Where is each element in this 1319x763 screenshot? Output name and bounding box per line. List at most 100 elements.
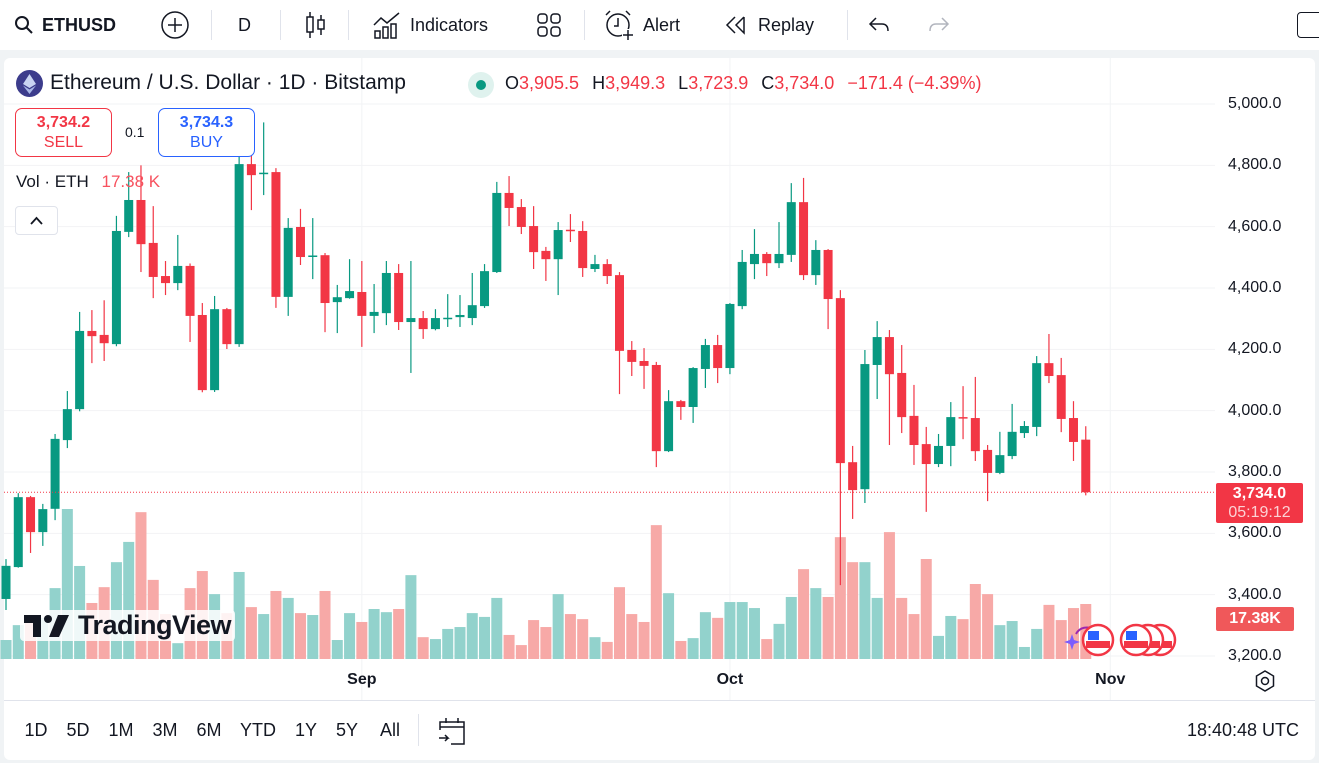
volume-bar [822,596,834,659]
volume-bar [393,609,405,659]
market-status-indicator[interactable] [468,72,494,98]
volume-bar [123,541,135,659]
candle-body [308,255,318,257]
undo-icon [868,17,889,32]
redo-button[interactable] [926,0,950,50]
range-button-1m[interactable]: 1M [108,720,134,740]
candle [995,431,1005,475]
candle-body [651,364,661,452]
time-tick-label: Nov [1095,671,1126,688]
low-value: 3,723.9 [688,73,749,93]
volume-bar [810,588,822,659]
tradingview-logo[interactable]: TradingView [20,610,236,641]
go-to-date-button[interactable] [437,716,467,751]
range-button-1y[interactable]: 1Y [294,720,318,740]
volume-bar [319,590,331,659]
candle [38,503,48,546]
alarm-clock-icon [605,10,634,41]
candle [271,168,281,308]
candles-icon [306,12,325,38]
chevron-up-icon [30,216,43,225]
range-button-5d[interactable]: 5D [66,720,90,740]
range-button-3m[interactable]: 3M [152,720,178,740]
volume-bar [503,634,515,659]
candle-body [823,249,833,300]
chart-settings-button[interactable] [1253,669,1277,698]
volume-bar [12,625,24,659]
range-button-5y[interactable]: 5Y [335,720,359,740]
volume-bar [614,587,625,659]
candle-body [75,330,85,410]
candle-body [627,349,637,362]
volume-bar [564,614,576,659]
ethereum-logo-icon [16,70,43,97]
high-value: 3,949.3 [605,73,666,93]
volume-bar [135,512,147,659]
symbol-search-button[interactable]: ETHUSD [14,0,116,50]
volume-bar [466,613,478,659]
candle-body [357,291,367,316]
candle-body [234,164,244,345]
candle [909,384,919,465]
clock-timezone[interactable]: 18:40:48 UTC [1186,720,1299,740]
grid-layout-icon [537,13,561,37]
candle-body [369,311,379,316]
sell-button[interactable]: 3,734.2 SELL [15,108,112,157]
candle-body [197,314,207,391]
buy-button[interactable]: 3,734.3 BUY [158,108,255,157]
us-flag-event-icon[interactable] [1081,623,1115,657]
volume-bar [479,616,491,659]
candle-body [615,275,624,351]
plus-circle-icon [161,11,189,39]
interval-button[interactable]: D [238,0,251,50]
candle-body [320,255,330,304]
candle [565,214,575,243]
volume-bar [650,525,662,659]
range-button-ytd[interactable]: YTD [240,720,276,740]
undo-button[interactable] [868,0,892,50]
ohlc-values: O3,905.5 H3,949.3 L3,723.9 C3,734.0 −171… [505,73,989,94]
candle-body [50,438,60,509]
fullscreen-button[interactable] [1297,12,1319,38]
candle-body [295,226,305,258]
volume-bar [245,607,257,659]
symbol-title[interactable]: Ethereum / U.S. Dollar · 1D · Bitstamp [50,71,406,94]
candle-body [467,305,477,319]
collapse-legend-button[interactable] [15,206,58,235]
sell-label: SELL [43,134,84,151]
volume-bar [1067,608,1079,659]
candle [50,433,60,521]
compare-symbol-button[interactable] [160,0,190,50]
candle [725,303,735,375]
chart-type-button[interactable] [304,0,328,50]
candle [884,330,894,446]
range-button-1d[interactable]: 1D [24,720,48,740]
candle [811,240,821,285]
candle [1056,357,1066,433]
candle-body [848,462,858,491]
economic-events[interactable] [1064,622,1184,658]
alert-button[interactable]: Alert [603,0,680,50]
candle-body [26,497,36,533]
layouts-button[interactable] [536,0,562,50]
volume-bar [699,612,711,659]
range-button-6m[interactable]: 6M [196,720,222,740]
candle-body [185,265,195,316]
volume-bar [356,621,368,659]
candle [467,272,477,326]
candle [1068,401,1078,461]
volume-bar [896,597,908,659]
indicators-button[interactable]: Indicators [372,0,488,50]
candle [406,261,416,373]
volume-bar [1006,621,1018,659]
range-button-all[interactable]: All [379,720,401,740]
candle [197,303,207,393]
volume-bar [883,532,895,659]
candle-body [516,207,526,227]
volume-bar [626,614,638,659]
volume-legend[interactable]: Vol · ETH 17.38 K [16,172,160,192]
us-flag-event-icon[interactable] [1119,623,1153,657]
close-key: C [761,73,775,93]
candle-body [553,230,563,260]
replay-button[interactable]: Replay [724,0,814,50]
